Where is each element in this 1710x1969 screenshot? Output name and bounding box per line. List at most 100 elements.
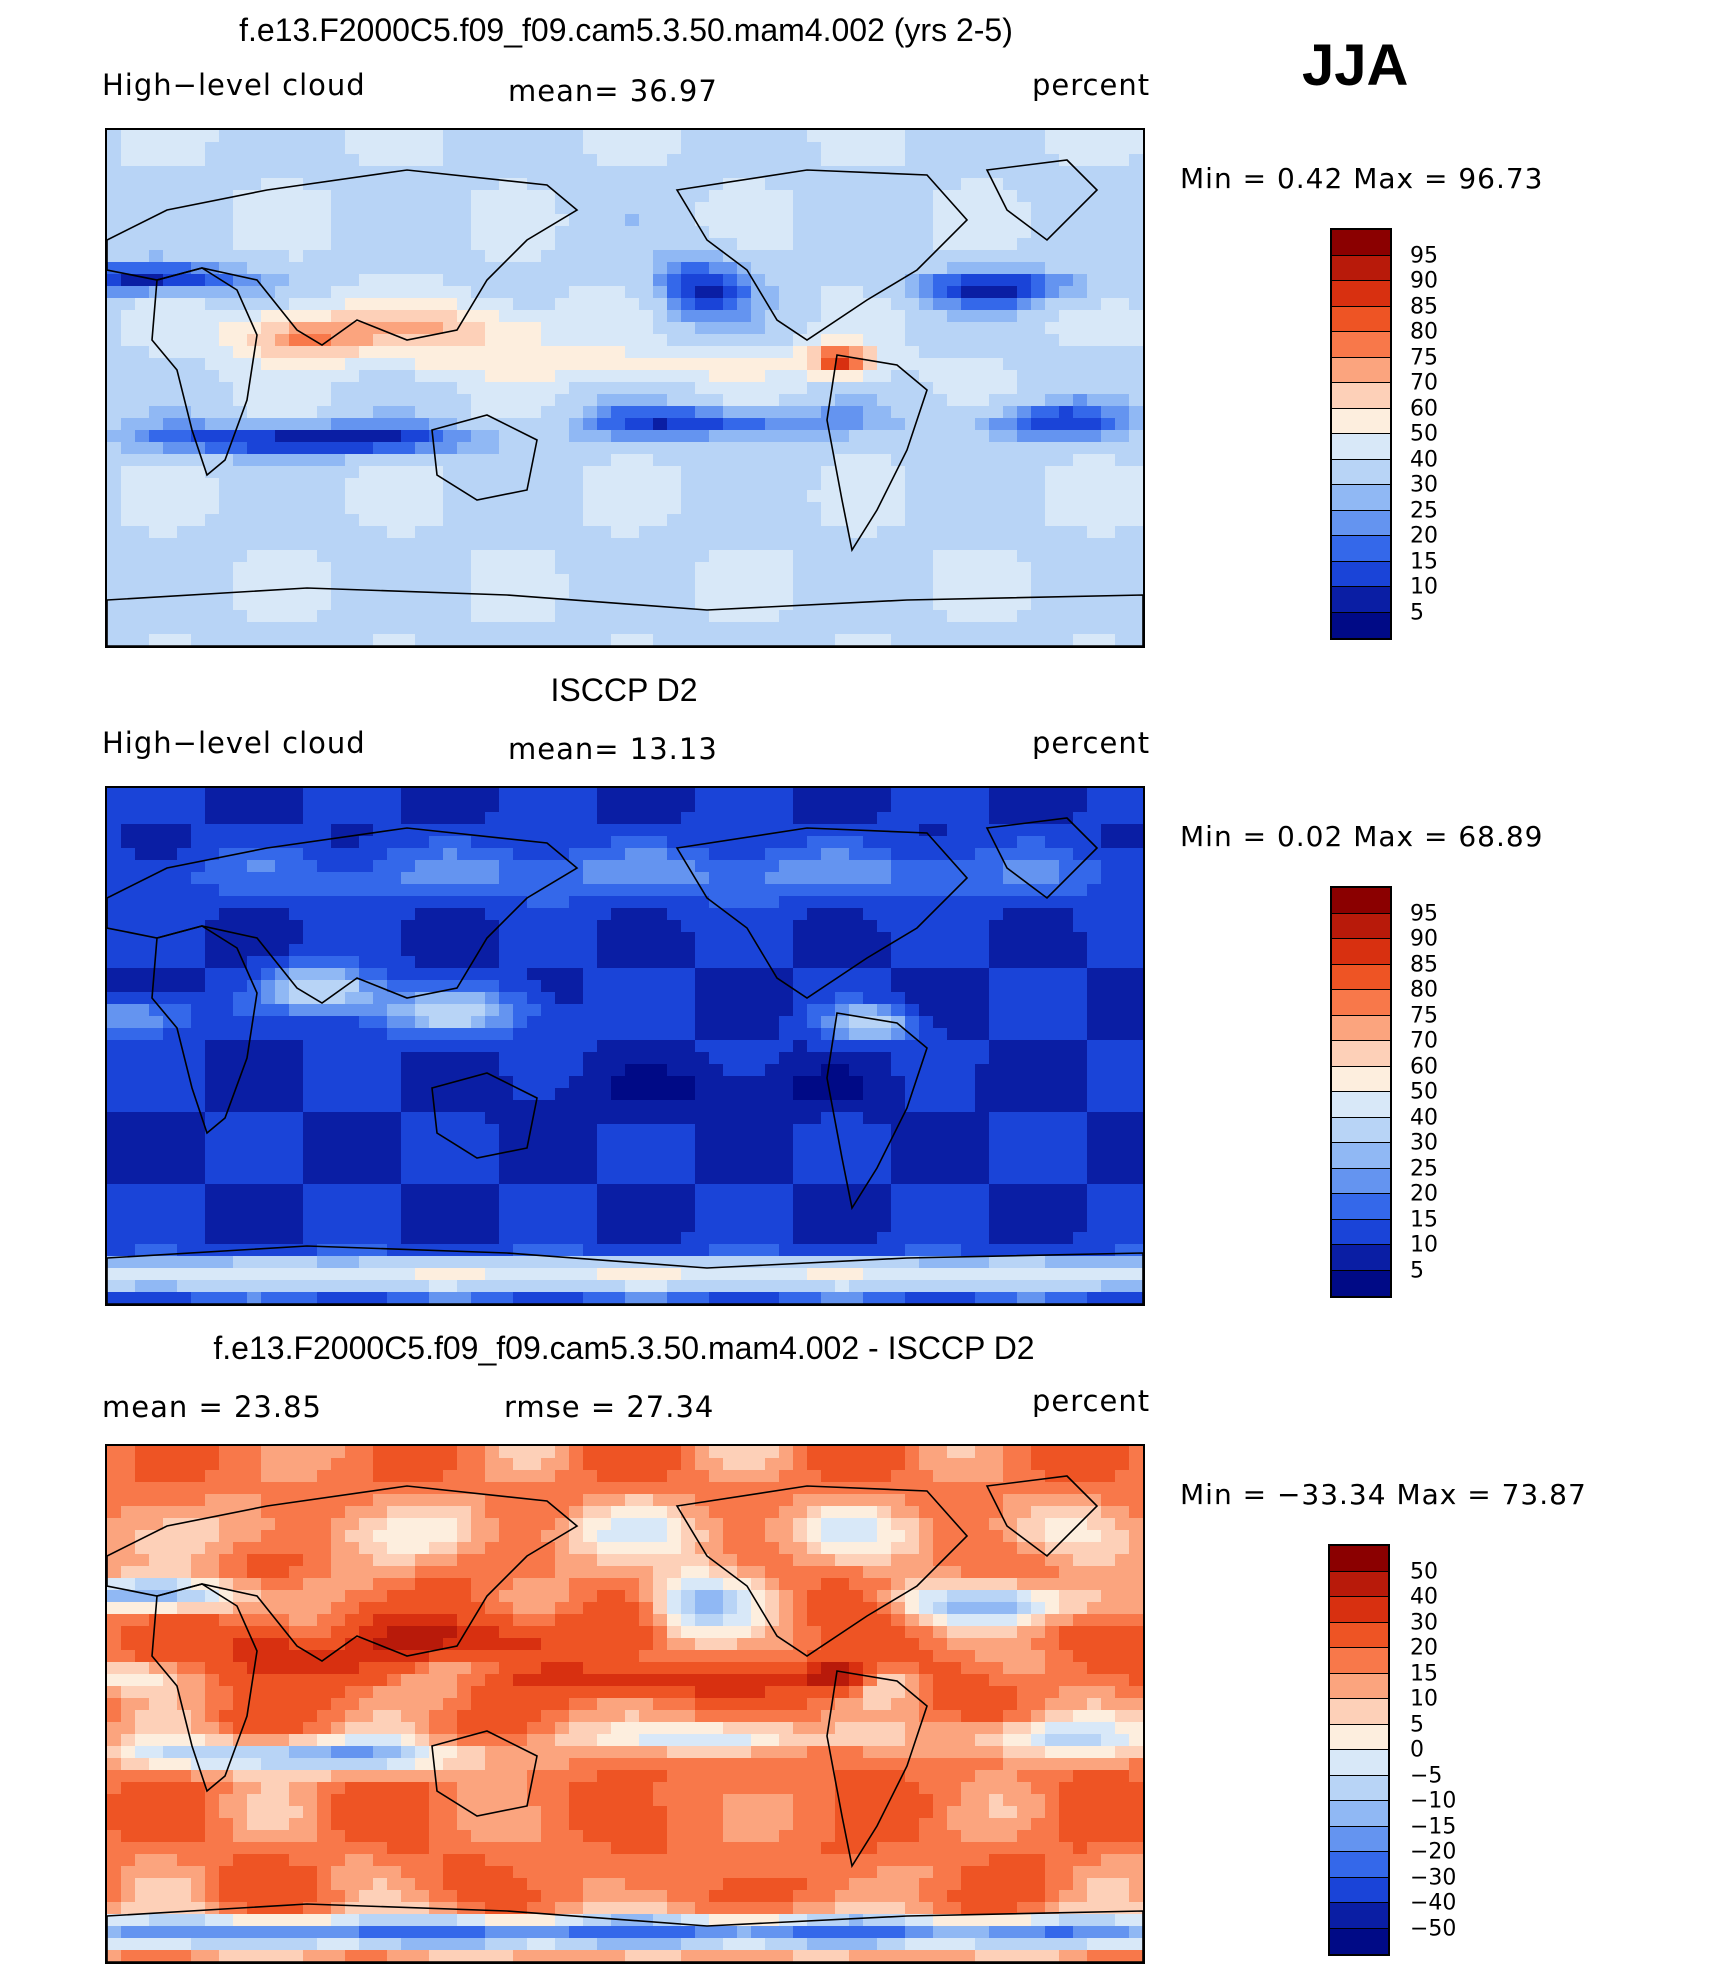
field-cell (443, 358, 458, 371)
field-cell (919, 956, 934, 969)
field-cell (961, 800, 976, 813)
field-cell (793, 154, 808, 167)
field-cell (1101, 598, 1116, 611)
field-cell (779, 238, 794, 251)
field-cell (387, 346, 402, 359)
field-cell (681, 622, 696, 635)
field-cell (1115, 1004, 1130, 1017)
field-cell (513, 836, 528, 849)
field-cell (1073, 190, 1088, 203)
field-cell (625, 502, 640, 515)
field-cell (513, 154, 528, 167)
field-cell (401, 430, 416, 443)
field-cell (891, 130, 906, 143)
field-cell (919, 166, 934, 179)
field-cell (457, 262, 472, 275)
field-cell (975, 1016, 990, 1029)
field-cell (107, 980, 122, 993)
field-cell (219, 538, 234, 551)
field-cell (513, 310, 528, 323)
field-cell (835, 226, 850, 239)
field-cell (331, 610, 346, 623)
field-cell (709, 860, 724, 873)
field-cell (149, 490, 164, 503)
field-cell (303, 274, 318, 287)
field-cell (149, 418, 164, 431)
field-cell (891, 238, 906, 251)
field-cell (485, 836, 500, 849)
field-cell (471, 848, 486, 861)
field-cell (569, 812, 584, 825)
field-cell (247, 406, 262, 419)
field-cell (737, 238, 752, 251)
field-cell (513, 598, 528, 611)
field-cell (331, 896, 346, 909)
field-cell (597, 550, 612, 563)
field-cell (261, 1064, 276, 1077)
field-cell (289, 514, 304, 527)
field-cell (1129, 538, 1143, 551)
field-cell (737, 980, 752, 993)
field-cell (331, 298, 346, 311)
field-cell (793, 310, 808, 323)
field-cell (611, 154, 626, 167)
field-cell (485, 1040, 500, 1053)
field-cell (849, 1040, 864, 1053)
field-cell (765, 848, 780, 861)
field-cell (303, 860, 318, 873)
field-cell (205, 634, 220, 646)
field-cell (1115, 956, 1130, 969)
field-cell (177, 574, 192, 587)
field-cell (1059, 370, 1074, 383)
field-cell (233, 1028, 248, 1041)
field-cell (1045, 788, 1060, 801)
field-cell (177, 562, 192, 575)
field-cell (499, 298, 514, 311)
field-cell (345, 142, 360, 155)
field-cell (1101, 884, 1116, 897)
field-cell (639, 586, 654, 599)
field-cell (723, 226, 738, 239)
field-cell (905, 130, 920, 143)
field-cell (303, 190, 318, 203)
field-cell (1045, 142, 1060, 155)
field-cell (1129, 454, 1143, 467)
field-cell (331, 202, 346, 215)
field-cell (415, 836, 430, 849)
field-cell (793, 920, 808, 933)
field-cell (513, 382, 528, 395)
field-cell (779, 872, 794, 885)
field-cell (793, 788, 808, 801)
field-cell (121, 370, 136, 383)
coastline (431, 414, 538, 501)
field-cell (975, 166, 990, 179)
field-cell (121, 610, 136, 623)
field-cell (513, 478, 528, 491)
field-cell (247, 454, 262, 467)
field-cell (1087, 968, 1102, 981)
field-cell (751, 824, 766, 837)
field-cell (261, 1004, 276, 1017)
field-cell (555, 634, 570, 646)
field-cell (625, 238, 640, 251)
panel-2-mean-label: mean= 13.13 (508, 732, 718, 766)
field-cell (135, 418, 150, 431)
field-cell (779, 908, 794, 921)
field-cell (163, 226, 178, 239)
field-cell (863, 478, 878, 491)
field-cell (135, 142, 150, 155)
field-cell (555, 586, 570, 599)
field-cell (499, 550, 514, 563)
field-cell (877, 872, 892, 885)
field-cell (485, 622, 500, 635)
field-cell (163, 514, 178, 527)
field-cell (121, 310, 136, 323)
field-cell (429, 860, 444, 873)
field-cell (611, 538, 626, 551)
field-cell (583, 992, 598, 1005)
field-cell (373, 800, 388, 813)
field-cell (1045, 538, 1060, 551)
colorbar-tick-label: 70 (1410, 370, 1438, 396)
field-cell (821, 250, 836, 263)
field-cell (261, 812, 276, 825)
